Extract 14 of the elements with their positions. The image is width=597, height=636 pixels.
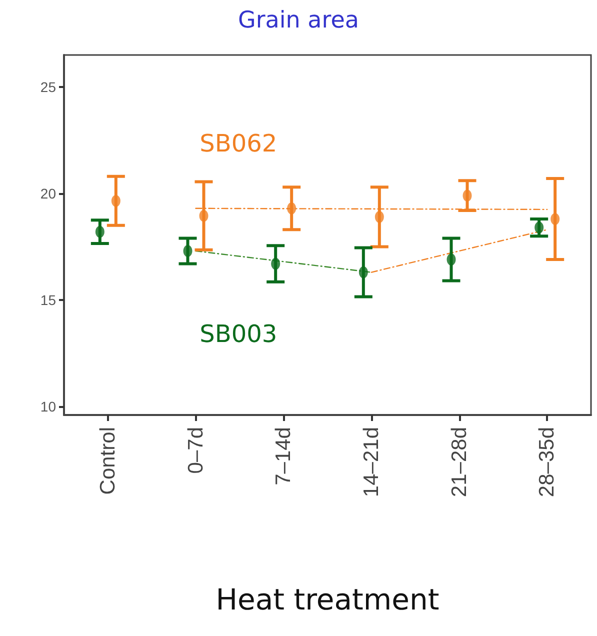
x-tick-label: 14–21d <box>360 427 383 498</box>
y-tick-label: 15 <box>40 292 56 308</box>
x-tick-label: 0–7d <box>184 427 208 474</box>
y-tick-label: 20 <box>40 185 56 202</box>
y-tick-label: 25 <box>40 78 56 95</box>
chart-title: Grain area <box>238 8 359 34</box>
y-tick-label: 10 <box>40 398 56 414</box>
text: SB003 <box>200 320 278 348</box>
x-tick-label: Control <box>96 427 120 495</box>
x-axis-title: Heat treatment <box>216 582 440 616</box>
x-tick-label: 28–35d <box>536 427 559 498</box>
x-tick-label: 7–14d <box>272 427 296 486</box>
series-label: SB062 <box>200 129 278 158</box>
x-tick-label: 21–28d <box>448 427 471 498</box>
